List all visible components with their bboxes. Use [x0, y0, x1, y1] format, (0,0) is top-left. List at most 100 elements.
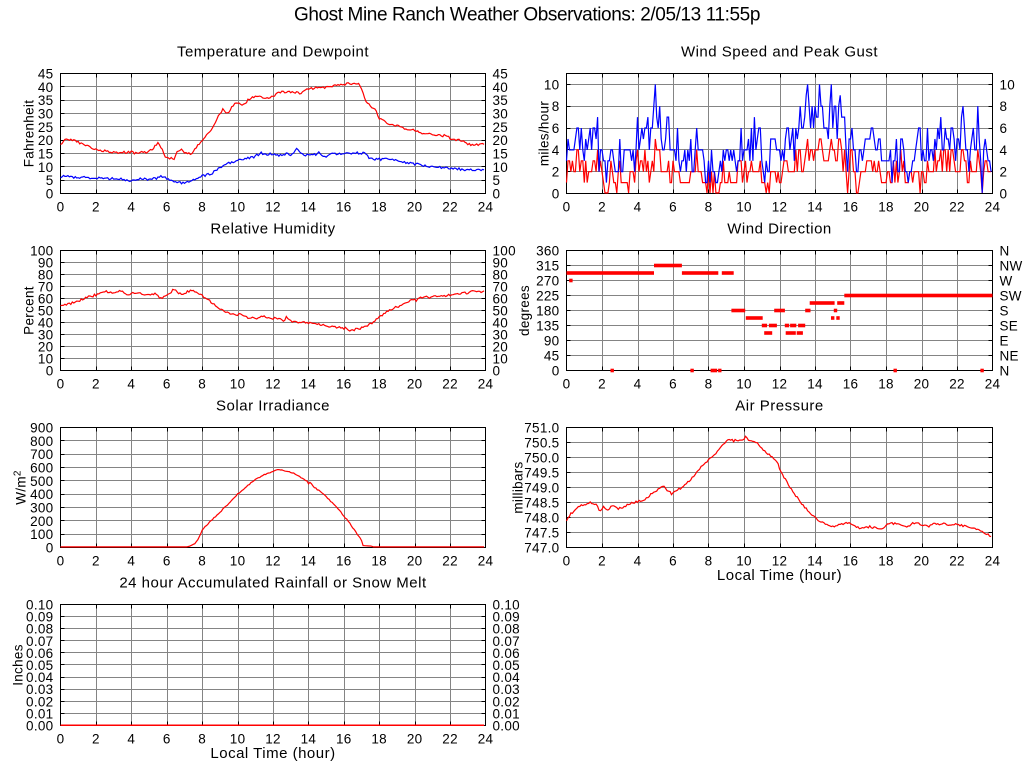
svg-text:20: 20 [493, 340, 509, 355]
svg-text:40: 40 [38, 316, 54, 331]
svg-text:10: 10 [230, 732, 246, 747]
svg-text:4: 4 [127, 732, 135, 747]
svg-text:751.0: 751.0 [524, 421, 559, 436]
svg-text:2: 2 [1000, 165, 1008, 180]
svg-text:20: 20 [38, 340, 54, 355]
svg-text:12: 12 [265, 554, 281, 569]
svg-text:0.06: 0.06 [26, 646, 53, 661]
svg-text:360: 360 [536, 244, 559, 259]
svg-text:10: 10 [1000, 77, 1016, 92]
svg-text:0.05: 0.05 [493, 658, 520, 673]
svg-text:30: 30 [493, 107, 509, 122]
svg-text:200: 200 [30, 514, 53, 529]
svg-text:Fahrenheit: Fahrenheit [22, 100, 37, 168]
svg-text:NE: NE [1000, 349, 1019, 364]
svg-text:135: 135 [536, 319, 559, 334]
svg-text:24: 24 [478, 732, 494, 747]
svg-text:90: 90 [544, 334, 560, 349]
svg-text:4: 4 [552, 143, 560, 158]
svg-text:Inches: Inches [11, 644, 26, 686]
svg-text:0.03: 0.03 [493, 682, 520, 697]
svg-text:2: 2 [598, 200, 606, 215]
svg-text:24 hour Accumulated Rainfall o: 24 hour Accumulated Rainfall or Snow Mel… [119, 575, 427, 592]
svg-text:40: 40 [493, 316, 509, 331]
svg-text:0.02: 0.02 [493, 694, 520, 709]
svg-text:22: 22 [949, 554, 965, 569]
svg-text:Wind Direction: Wind Direction [727, 221, 832, 238]
svg-text:22: 22 [949, 200, 965, 215]
svg-text:0.05: 0.05 [26, 658, 53, 673]
svg-text:22: 22 [442, 554, 458, 569]
svg-text:20: 20 [914, 377, 930, 392]
svg-text:22: 22 [442, 377, 458, 392]
svg-text:20: 20 [914, 200, 930, 215]
svg-text:0: 0 [493, 364, 501, 379]
svg-text:24: 24 [478, 554, 494, 569]
svg-text:0.07: 0.07 [26, 634, 53, 649]
svg-text:18: 18 [371, 200, 387, 215]
svg-text:90: 90 [493, 256, 509, 271]
svg-text:225: 225 [536, 289, 559, 304]
svg-text:12: 12 [265, 732, 281, 747]
svg-text:749.5: 749.5 [524, 466, 559, 481]
svg-text:14: 14 [807, 377, 823, 392]
svg-text:30: 30 [493, 328, 509, 343]
svg-text:15: 15 [493, 147, 509, 162]
svg-text:35: 35 [493, 93, 509, 108]
svg-text:0.09: 0.09 [493, 610, 520, 625]
svg-text:18: 18 [371, 732, 387, 747]
svg-text:4: 4 [634, 200, 642, 215]
svg-text:0.08: 0.08 [26, 622, 53, 637]
svg-text:45: 45 [544, 349, 560, 364]
svg-text:60: 60 [493, 292, 509, 307]
svg-text:749.0: 749.0 [524, 481, 559, 496]
svg-text:W/m2: W/m2 [13, 470, 29, 505]
svg-text:14: 14 [301, 732, 317, 747]
svg-text:50: 50 [493, 304, 509, 319]
svg-text:0: 0 [493, 187, 501, 202]
svg-text:16: 16 [336, 732, 352, 747]
svg-text:12: 12 [265, 200, 281, 215]
svg-text:2: 2 [92, 554, 100, 569]
svg-text:10: 10 [38, 352, 54, 367]
svg-text:20: 20 [407, 200, 423, 215]
svg-text:40: 40 [38, 80, 54, 95]
svg-text:40: 40 [493, 80, 509, 95]
svg-text:4: 4 [127, 200, 135, 215]
svg-text:18: 18 [878, 200, 894, 215]
svg-text:16: 16 [336, 200, 352, 215]
svg-text:8: 8 [1000, 99, 1008, 114]
svg-text:100: 100 [30, 527, 53, 542]
svg-text:8: 8 [705, 200, 713, 215]
svg-text:25: 25 [493, 120, 509, 135]
svg-text:800: 800 [30, 434, 53, 449]
svg-text:0.07: 0.07 [493, 634, 520, 649]
svg-text:20: 20 [407, 377, 423, 392]
svg-text:50: 50 [38, 304, 54, 319]
svg-text:0.10: 0.10 [26, 598, 53, 613]
svg-text:5: 5 [493, 173, 501, 188]
svg-text:18: 18 [371, 554, 387, 569]
svg-text:0: 0 [46, 364, 54, 379]
svg-text:24: 24 [478, 200, 494, 215]
svg-text:14: 14 [301, 554, 317, 569]
svg-text:24: 24 [985, 554, 1001, 569]
svg-text:10: 10 [544, 77, 560, 92]
svg-text:Local Time (hour): Local Time (hour) [717, 567, 842, 584]
svg-text:4: 4 [634, 554, 642, 569]
svg-text:0: 0 [57, 377, 65, 392]
svg-text:Solar Irradiance: Solar Irradiance [216, 398, 330, 415]
svg-text:750.5: 750.5 [524, 436, 559, 451]
svg-text:12: 12 [772, 377, 788, 392]
svg-text:8: 8 [198, 732, 206, 747]
svg-text:0.04: 0.04 [26, 670, 54, 685]
svg-text:4: 4 [127, 377, 135, 392]
svg-text:Air Pressure: Air Pressure [735, 398, 824, 415]
svg-text:80: 80 [493, 268, 509, 283]
svg-text:2: 2 [92, 732, 100, 747]
svg-text:0: 0 [57, 554, 65, 569]
svg-text:700: 700 [30, 447, 53, 462]
svg-text:25: 25 [38, 120, 54, 135]
svg-text:70: 70 [493, 280, 509, 295]
svg-text:S: S [1000, 304, 1009, 319]
